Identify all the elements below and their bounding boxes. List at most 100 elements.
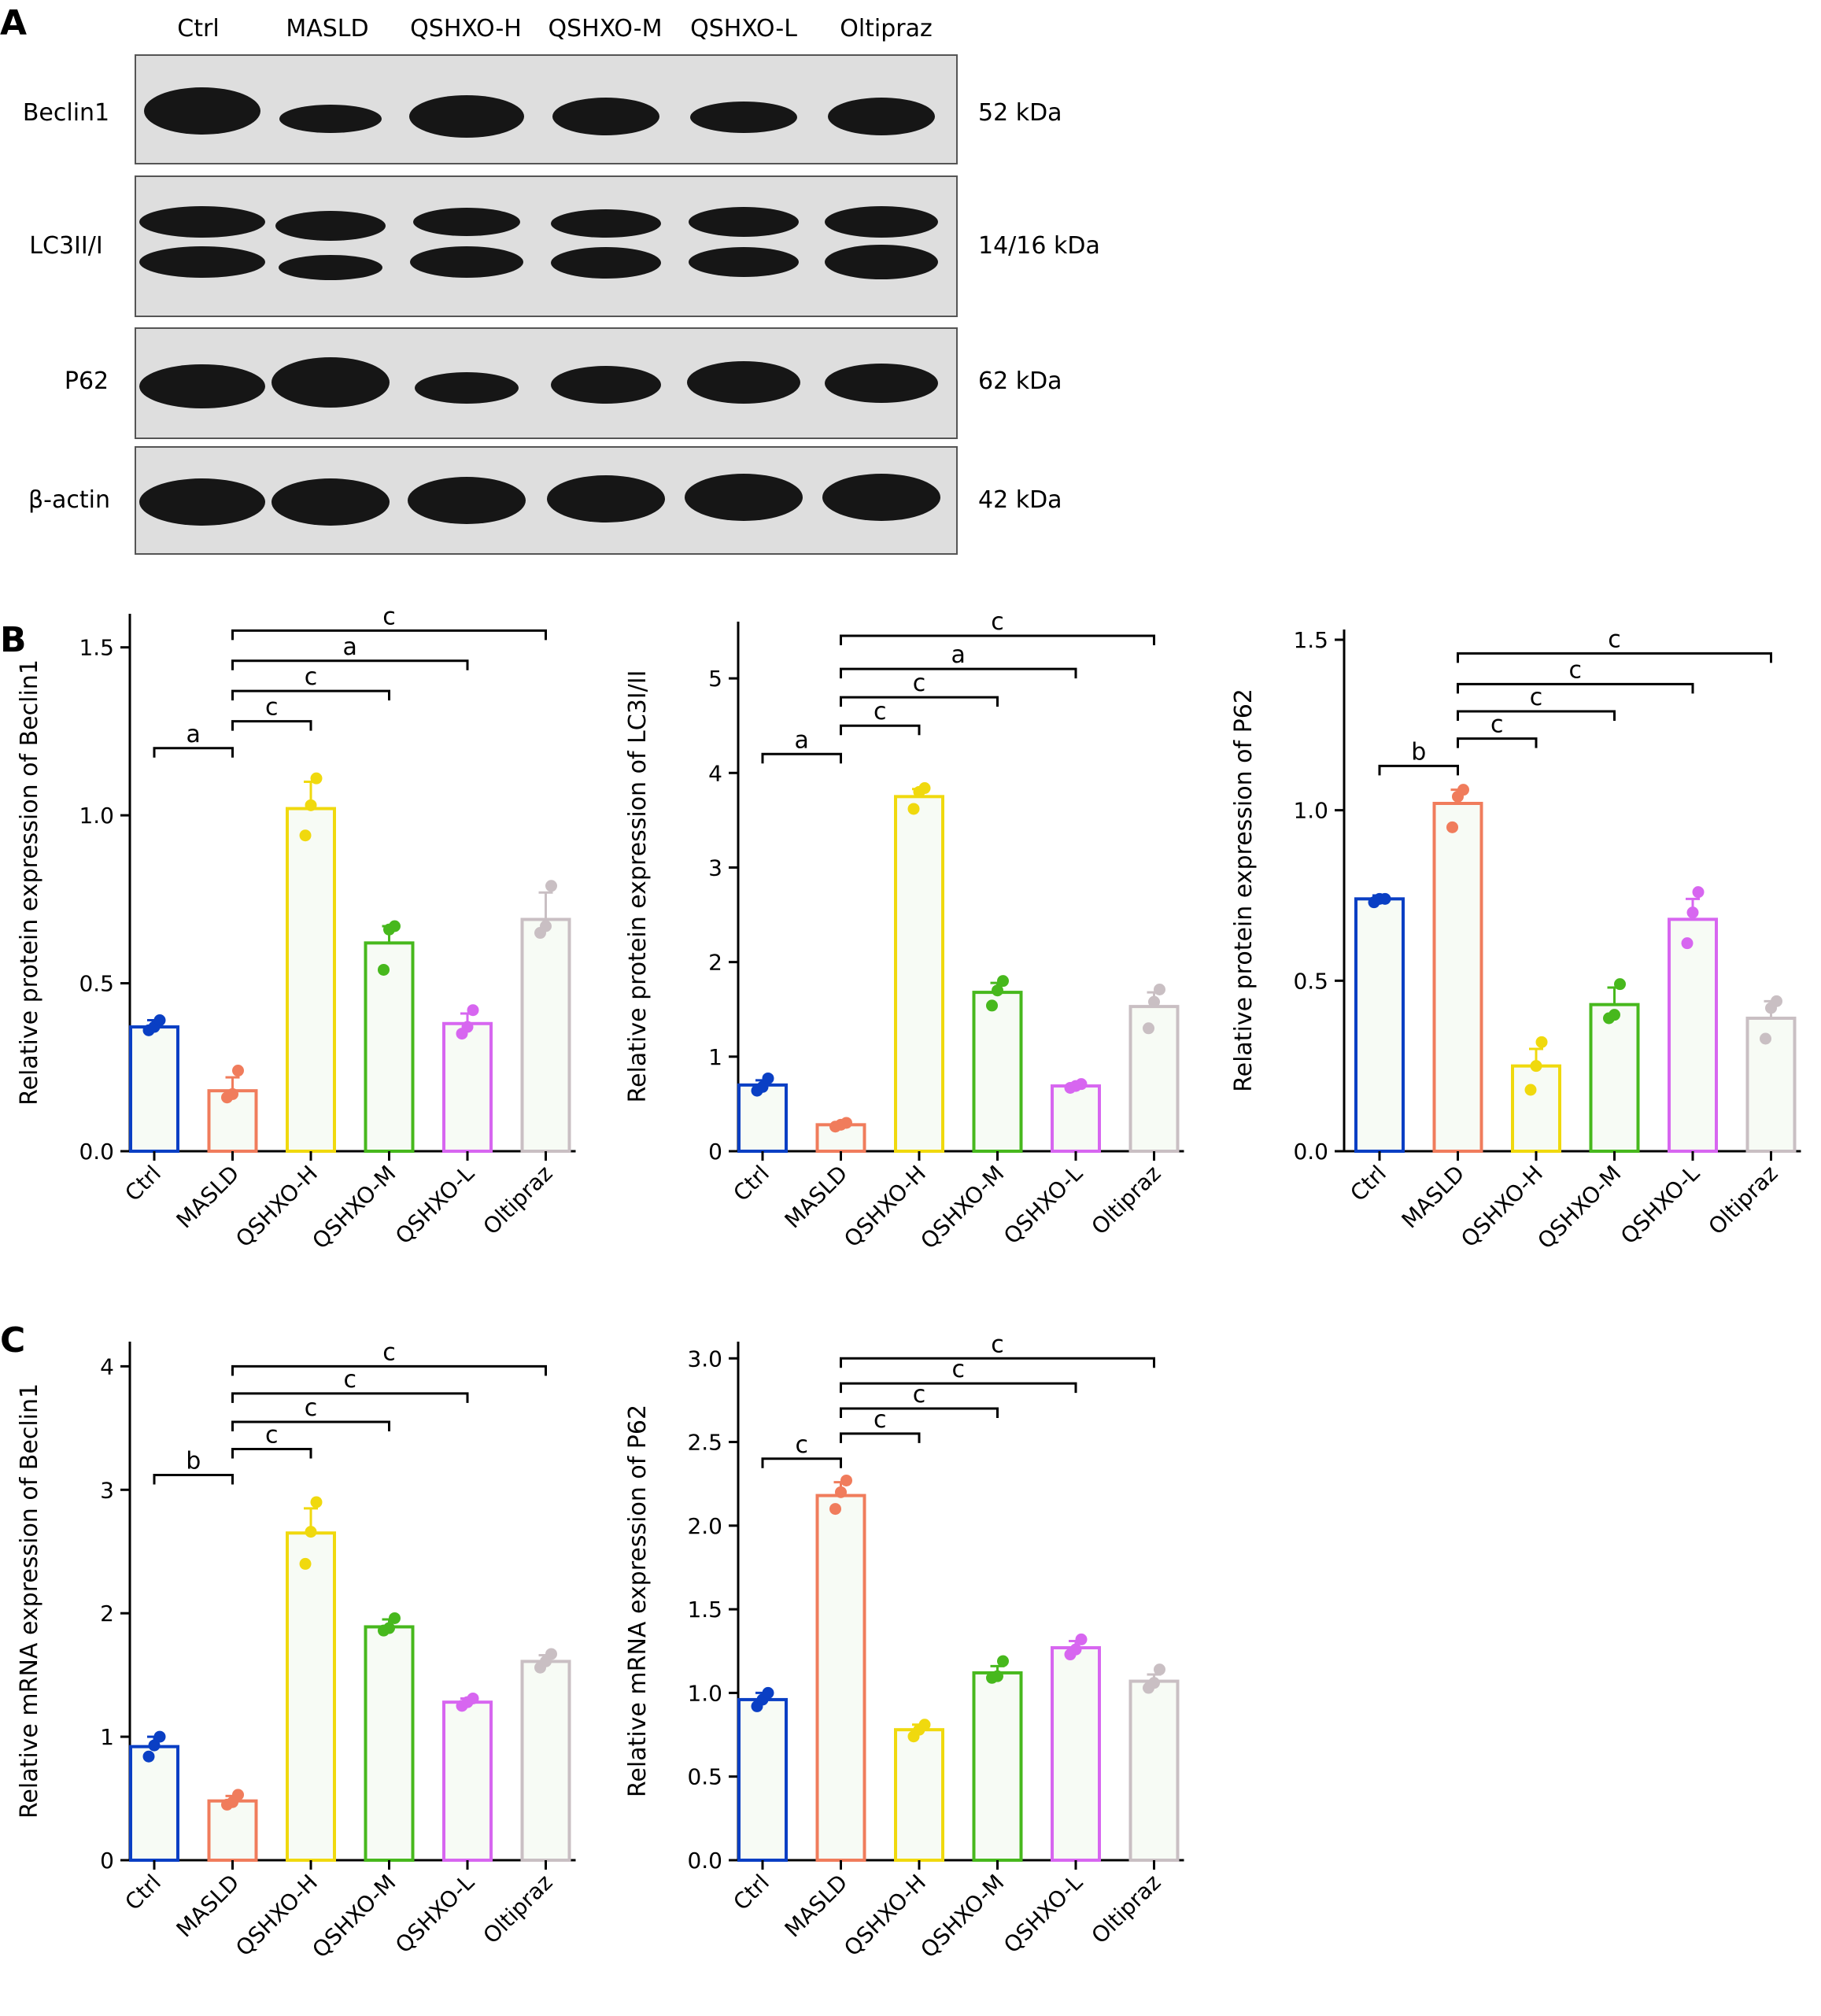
- bar: [972, 991, 1023, 1153]
- blot-band: [825, 245, 938, 279]
- blot-band: [689, 247, 799, 277]
- data-point: [305, 799, 317, 811]
- significance-bracket: [153, 1473, 234, 1485]
- bar: [442, 1700, 493, 1862]
- x-tick-label: Ctrl: [1345, 1161, 1391, 1207]
- x-tick-label: MASLD: [780, 1870, 853, 1943]
- significance-label: c: [874, 698, 887, 726]
- significance-label: c: [344, 1366, 357, 1394]
- panel-letter-a: A: [0, 3, 27, 43]
- blot-lane-label: QSHXO-H: [410, 15, 522, 42]
- significance-label: c: [305, 1394, 318, 1422]
- x-tick-label: Ctrl: [120, 1870, 166, 1916]
- significance-bracket: [153, 747, 234, 758]
- blot-lane-label: QSHXO-L: [690, 15, 797, 42]
- y-tick-label: 1.0: [687, 1680, 722, 1706]
- significance-label: c: [913, 670, 926, 697]
- blot-band: [685, 474, 803, 521]
- y-tick-label: 1.5: [1293, 627, 1328, 653]
- y-tick-label: 0.5: [1293, 968, 1328, 994]
- blot-lane-label: Oltipraz: [840, 15, 933, 42]
- blot-band: [271, 357, 390, 408]
- significance-bracket: [231, 659, 469, 670]
- y-tick-label: 0: [708, 1139, 722, 1165]
- y-tick-label: 2.0: [687, 1513, 722, 1539]
- data-point: [1154, 983, 1165, 995]
- blot-band: [551, 366, 661, 404]
- significance-bracket: [1457, 652, 1772, 663]
- blot-strip: [135, 54, 958, 164]
- x-tick-label: Oltipraz: [478, 1870, 558, 1949]
- data-point: [918, 1719, 931, 1731]
- x-tick-label: Oltipraz: [1087, 1161, 1166, 1240]
- blot-kda-label: 52 kDa: [978, 99, 1062, 127]
- x-tick-label: Ctrl: [728, 1161, 774, 1207]
- bar: [207, 1799, 258, 1863]
- y-axis-label: Relative mRNA expression of P62: [624, 1405, 652, 1797]
- y-axis-label: Relative protein expression of Beclin1: [16, 659, 43, 1106]
- bar: [1051, 1646, 1101, 1862]
- y-tick-label: 0.5: [687, 1764, 722, 1790]
- significance-label: c: [382, 1338, 396, 1366]
- data-point: [1530, 1060, 1542, 1073]
- significance-bracket: [840, 1357, 1155, 1368]
- data-point: [1379, 892, 1391, 905]
- data-point: [997, 1655, 1009, 1667]
- significance-label: c: [991, 1331, 1004, 1358]
- significance-label: c: [913, 1381, 926, 1409]
- data-point: [756, 1080, 769, 1093]
- significance-label: c: [952, 1356, 966, 1383]
- significance-bracket: [840, 1382, 1077, 1394]
- data-point: [1457, 784, 1469, 796]
- data-point: [142, 1750, 155, 1763]
- significance-bracket: [231, 1420, 390, 1431]
- significance-bracket: [840, 696, 999, 707]
- data-point: [762, 1686, 774, 1699]
- data-point: [299, 1557, 312, 1570]
- chart-p62-mrna: 0.0 0.5 1.0 1.5 2.0 2.5 3.0 Relative mRNA expre…: [624, 1331, 1184, 1963]
- blot-band: [271, 478, 390, 526]
- x-tick-label: QSHXO-H: [231, 1161, 323, 1253]
- data-point: [467, 1692, 479, 1704]
- data-point: [840, 1117, 852, 1129]
- blot-band: [139, 364, 265, 408]
- bar: [129, 1745, 179, 1863]
- y-tick-label: 1.5: [79, 635, 114, 661]
- significance-label: a: [343, 633, 357, 661]
- y-tick-label: 4: [100, 1353, 114, 1379]
- x-tick-label: QSHXO-L: [390, 1160, 479, 1249]
- blot-lane-label: MASLD: [286, 15, 368, 42]
- bar: [1589, 1002, 1640, 1153]
- chart-lc3-protein: 0 1 2 3 4 5 Relative protein expression of LC3…: [624, 608, 1184, 1254]
- blot-band: [825, 364, 938, 403]
- x-tick-label: Ctrl: [728, 1870, 774, 1916]
- significance-label: c: [1569, 656, 1583, 684]
- x-tick-label: MASLD: [1397, 1161, 1470, 1234]
- y-tick-label: 0.0: [687, 1848, 722, 1874]
- blot-band: [144, 87, 260, 135]
- blot-band: [279, 105, 382, 133]
- data-point: [545, 1648, 557, 1660]
- blot-band: [275, 211, 386, 241]
- significance-bracket: [761, 752, 842, 764]
- bar: [894, 1728, 944, 1862]
- significance-label: b: [186, 1447, 201, 1475]
- x-tick-label: QSHXO-L: [999, 1869, 1088, 1958]
- significance-bracket: [231, 720, 312, 731]
- panel-letter-b: B: [0, 620, 27, 660]
- blot-row-beclin1: Beclin1 52 kDa: [23, 54, 1062, 164]
- data-point: [762, 1072, 774, 1084]
- data-point: [1143, 1022, 1154, 1035]
- data-point: [1692, 886, 1705, 899]
- bar: [1511, 1064, 1561, 1153]
- blot-lane-label: QSHXO-M: [548, 15, 662, 42]
- y-tick-label: 4: [708, 760, 722, 786]
- y-tick-label: 1: [100, 1724, 114, 1750]
- blot-band: [551, 247, 661, 279]
- data-point: [1609, 1009, 1620, 1021]
- blot-kda-label: 42 kDa: [978, 486, 1062, 514]
- x-tick-label: QSHXO-L: [390, 1869, 479, 1958]
- significance-bracket: [1457, 737, 1538, 748]
- blot-band: [410, 246, 523, 278]
- data-point: [835, 1486, 847, 1498]
